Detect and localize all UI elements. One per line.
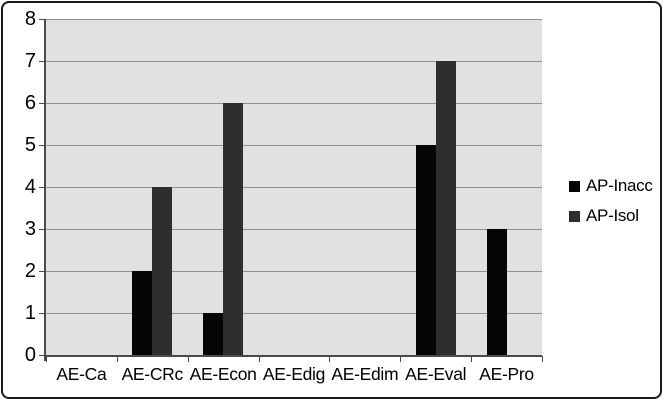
x-category-label-ae-edim: AE-Edim — [331, 364, 399, 384]
x-tick-4 — [329, 356, 331, 362]
y-tick-label-3: 3 — [24, 218, 36, 240]
legend-label-ap-isol: AP-Isol — [586, 206, 639, 225]
y-tick-1 — [39, 313, 45, 314]
legend: AP-Inacc AP-Isol — [569, 176, 653, 226]
y-tick-label-0: 0 — [24, 344, 36, 366]
bar-ap-isol-ae-econ — [223, 103, 244, 355]
x-tick-6 — [471, 356, 473, 362]
x-category-label-ae-crc: AE-CRc — [121, 364, 184, 384]
y-tick-3 — [39, 229, 45, 230]
y-tick-8 — [39, 19, 45, 20]
y-tick-label-2: 2 — [24, 260, 36, 282]
y-tick-label-8: 8 — [24, 8, 36, 30]
bar-ap-isol-ae-eval — [435, 61, 456, 355]
bar-ap-inacc-ae-pro — [486, 229, 507, 355]
y-tick-6 — [39, 103, 45, 104]
gridline-y-6 — [46, 103, 542, 104]
y-axis-line — [44, 19, 46, 361]
y-tick-label-1: 1 — [24, 302, 36, 324]
y-tick-0 — [39, 355, 45, 356]
x-tick-3 — [258, 356, 260, 362]
x-axis-line — [46, 355, 542, 357]
gridline-y-2 — [46, 271, 542, 272]
gridline-y-4 — [46, 187, 542, 188]
y-tick-4 — [39, 187, 45, 188]
gridline-y-5 — [46, 145, 542, 146]
x-category-label-ae-ca: AE-Ca — [56, 364, 107, 384]
bar-ap-inacc-ae-econ — [203, 313, 224, 355]
gridline-y-1 — [46, 313, 542, 314]
y-tick-5 — [39, 145, 45, 146]
gridline-y-8 — [46, 19, 542, 20]
y-tick-label-4: 4 — [24, 176, 36, 198]
x-tick-5 — [400, 356, 402, 362]
y-tick-2 — [39, 271, 45, 272]
bar-ap-inacc-ae-eval — [415, 145, 436, 355]
y-tick-label-6: 6 — [24, 92, 36, 114]
legend-swatch-ap-isol — [569, 210, 580, 222]
bar-ap-isol-ae-crc — [152, 187, 173, 355]
x-category-label-ae-econ: AE-Econ — [189, 364, 257, 384]
x-tick-1 — [116, 356, 118, 362]
legend-label-ap-inacc: AP-Inacc — [586, 176, 653, 195]
bar-ap-inacc-ae-crc — [132, 271, 153, 355]
legend-item-ap-isol: AP-Isol — [569, 206, 653, 226]
x-category-label-ae-edig: AE-Edig — [262, 364, 326, 384]
legend-swatch-ap-inacc — [569, 180, 580, 192]
gridline-y-3 — [46, 229, 542, 230]
y-tick-7 — [39, 61, 45, 62]
x-category-label-ae-eval: AE-Eval — [405, 364, 467, 384]
y-tick-label-7: 7 — [24, 50, 36, 72]
x-tick-7 — [542, 356, 543, 362]
x-category-label-ae-pro: AE-Pro — [479, 364, 534, 384]
legend-item-ap-inacc: AP-Inacc — [569, 176, 653, 196]
y-tick-label-5: 5 — [24, 134, 36, 156]
x-tick-0 — [46, 356, 47, 362]
gridline-y-7 — [46, 61, 542, 62]
plot-area — [46, 19, 542, 355]
x-tick-2 — [187, 356, 189, 362]
